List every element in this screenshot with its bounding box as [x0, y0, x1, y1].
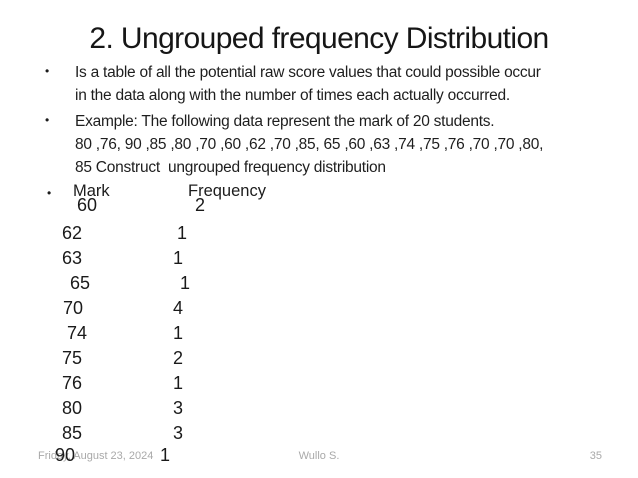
example-data-line: 80 ,76, 90 ,85 ,80 ,70 ,60 ,62 ,70 ,85, … [75, 136, 544, 153]
table-row: 63 1 [0, 246, 638, 271]
mark-cell: 85 [62, 423, 83, 443]
bullet-icon: • [45, 64, 50, 78]
footer-date: Friday, August 23, 2024 [38, 450, 154, 462]
table-row: 75 2 [0, 346, 638, 371]
slide-title: 2. Ungrouped frequency Distribution [89, 22, 549, 55]
frequency-cell: 1 [180, 273, 191, 293]
table-row: 60 2 [0, 193, 638, 218]
mark-cell: 75 [62, 348, 83, 368]
example-line-1: Example: The following data represent th… [75, 113, 495, 130]
table-row: 76 1 [0, 371, 638, 396]
mark-column-header: Mark [73, 182, 110, 200]
frequency-cell: 4 [173, 298, 184, 318]
footer-author: Wullo S. [298, 450, 340, 462]
bullet-icon: • [45, 113, 50, 127]
mark-cell: 65 [70, 273, 91, 293]
mark-cell: 90 [55, 445, 76, 465]
bullet-example: • Example: The following data represent … [45, 110, 544, 179]
frequency-cell: 3 [173, 398, 184, 418]
example-line-3: 85 Construct ungrouped frequency distrib… [75, 159, 386, 176]
frequency-cell: 1 [177, 223, 188, 243]
table-row: 80 3 [0, 396, 638, 421]
frequency-cell: 1 [173, 373, 184, 393]
frequency-cell: 1 [160, 445, 171, 465]
mark-cell: 70 [63, 298, 84, 318]
table-row: 70 4 [0, 296, 638, 321]
frequency-cell: 1 [173, 323, 184, 343]
mark-cell: 80 [62, 398, 83, 418]
table-row: 65 1 [0, 271, 638, 296]
mark-cell: 74 [67, 323, 88, 343]
table-row: 74 1 [0, 321, 638, 346]
frequency-cell: 2 [195, 195, 206, 215]
table-row: 90 1 [0, 443, 638, 468]
mark-cell: 60 [77, 195, 98, 215]
table-row: 85 3 [0, 421, 638, 446]
frequency-cell: 2 [173, 348, 184, 368]
table-row: 62 1 [0, 221, 638, 246]
mark-cell: 76 [62, 373, 83, 393]
frequency-cell: 1 [173, 248, 184, 268]
mark-cell: 62 [62, 223, 83, 243]
mark-cell: 63 [62, 248, 83, 268]
definition-line-2: in the data along with the number of tim… [75, 87, 510, 104]
frequency-cell: 3 [173, 423, 184, 443]
frequency-column-header: Frequency [188, 182, 266, 200]
bullet-icon: • [47, 186, 52, 200]
definition-line-1: Is a table of all the potential raw scor… [75, 64, 541, 81]
footer-page-number: 35 [589, 450, 602, 462]
bullet-definition: • Is a table of all the potential raw sc… [45, 61, 541, 107]
